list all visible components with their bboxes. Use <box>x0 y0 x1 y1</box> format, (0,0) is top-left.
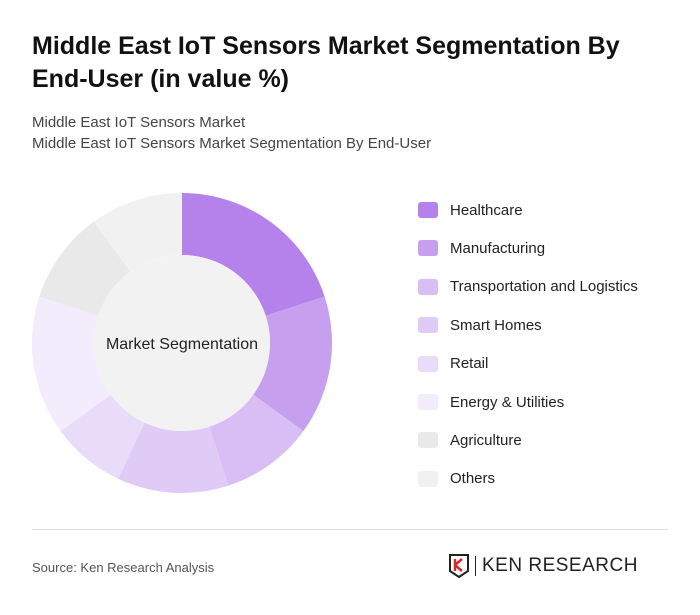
legend-swatch <box>418 278 438 295</box>
legend-label: Agriculture <box>450 431 522 449</box>
legend-swatch <box>418 240 438 257</box>
legend-label: Smart Homes <box>450 316 542 334</box>
legend-label: Transportation and Logistics <box>450 278 638 296</box>
slice-healthcare <box>182 193 325 316</box>
legend-item: Agriculture <box>418 430 522 450</box>
legend-swatch <box>418 317 438 334</box>
legend-swatch <box>418 202 438 218</box>
legend-label: Retail <box>450 355 489 373</box>
legend-item: Manufacturing <box>418 238 545 258</box>
legend-item: Others <box>418 469 495 489</box>
legend-item: Transportation and Logistics <box>418 277 638 297</box>
ken-research-logo: KEN RESEARCH <box>448 553 638 579</box>
slice-energy-utilities <box>32 296 111 432</box>
legend-label: Others <box>450 470 496 488</box>
slice-manufacturing <box>253 296 332 432</box>
legend-item: Healthcare <box>418 200 523 220</box>
ken-research-logo-icon <box>449 554 469 579</box>
subtitle-market: Middle East IoT Sensors Market <box>32 114 246 131</box>
legend-label: Manufacturing <box>450 239 546 257</box>
slice-transportation-and-logistics <box>209 394 304 486</box>
legend-item: Retail <box>418 354 488 374</box>
legend-swatch <box>418 432 438 449</box>
subtitle-segmentation: Middle East IoT Sensors Market Segmentat… <box>32 135 432 152</box>
logo-text: KEN RESEARCH <box>482 555 638 576</box>
legend-item: Smart Homes <box>418 315 542 335</box>
legend-label: Energy & Utilities <box>450 393 565 411</box>
legend-swatch <box>418 355 438 372</box>
divider <box>32 529 668 530</box>
slice-smart-homes <box>118 422 229 493</box>
slice-others <box>93 193 182 272</box>
legend-item: Energy & Utilities <box>418 392 564 412</box>
logo-separator <box>475 556 476 576</box>
source-note: Source: Ken Research Analysis <box>32 560 215 575</box>
center-label: Market Segmentation <box>106 336 258 353</box>
slice-agriculture <box>39 221 131 316</box>
legend-label: Healthcare <box>450 201 523 219</box>
slice-retail <box>60 394 145 479</box>
legend-swatch <box>418 394 438 410</box>
legend-swatch <box>418 470 438 487</box>
donut-chart: Market Segmentation <box>32 193 332 493</box>
donut-center <box>94 255 270 431</box>
chart-title: Middle East IoT Sensors Market Segmentat… <box>32 32 620 93</box>
